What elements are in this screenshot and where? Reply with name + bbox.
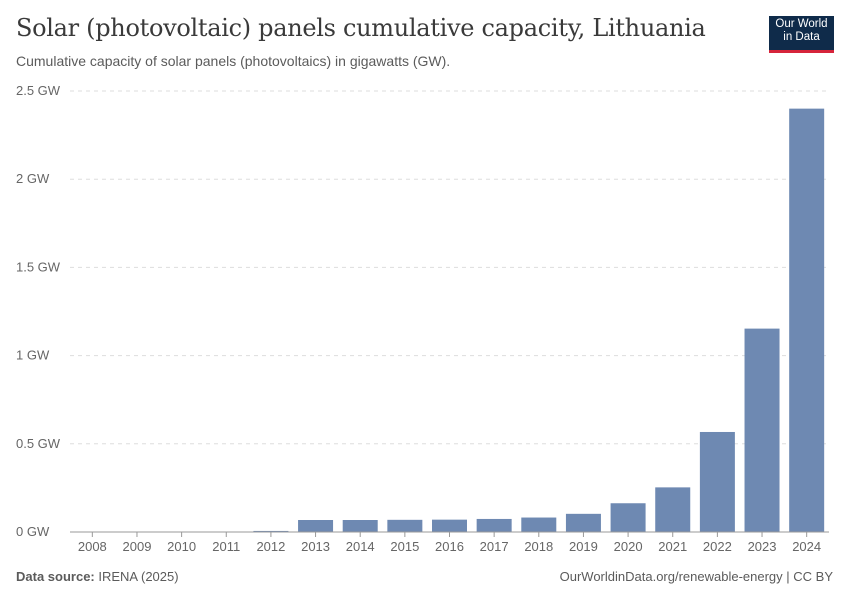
x-tick-label: 2010 (167, 539, 196, 554)
owid-logo[interactable]: Our World in Data (769, 16, 834, 53)
data-source-link[interactable]: IRENA (2025) (98, 569, 179, 584)
data-source: Data source: IRENA (2025) (16, 569, 179, 584)
x-tick-label: 2012 (256, 539, 285, 554)
bar-2015[interactable] (387, 519, 423, 532)
bar-2024[interactable] (789, 108, 825, 532)
y-tick-label: 1 GW (16, 348, 50, 363)
x-tick-label: 2018 (524, 539, 553, 554)
x-tick-label: 2013 (301, 539, 330, 554)
y-tick-label: 2 GW (16, 171, 50, 186)
bar-2014[interactable] (342, 520, 378, 532)
x-tick-label: 2016 (435, 539, 464, 554)
bar-2016[interactable] (432, 519, 467, 532)
bar-2018[interactable] (521, 517, 557, 532)
data-source-label: Data source: (16, 569, 95, 584)
y-tick-label: 0 GW (16, 524, 50, 539)
x-tick-label: 2009 (123, 539, 152, 554)
x-tick-label: 2008 (78, 539, 107, 554)
y-tick-label: 2.5 GW (16, 83, 61, 98)
x-tick-label: 2015 (390, 539, 419, 554)
x-tick-label: 2014 (346, 539, 375, 554)
bar-2022[interactable] (699, 431, 735, 532)
x-tick-label: 2022 (703, 539, 732, 554)
credit-link[interactable]: OurWorldinData.org/renewable-energy | CC… (559, 569, 833, 584)
x-tick-label: 2021 (658, 539, 687, 554)
chart-subtitle: Cumulative capacity of solar panels (pho… (16, 53, 451, 69)
x-tick-label: 2011 (212, 539, 240, 554)
chart-title: Solar (photovoltaic) panels cumulative c… (16, 14, 706, 42)
logo-line-2: in Data (783, 30, 820, 43)
bar-2012[interactable] (253, 530, 289, 532)
logo-line-1: Our World (775, 18, 828, 30)
x-tick-label: 2023 (748, 539, 777, 554)
bar-2017[interactable] (476, 518, 512, 532)
bar-2023[interactable] (744, 328, 780, 532)
bar-2020[interactable] (610, 503, 646, 532)
x-tick-label: 2019 (569, 539, 598, 554)
x-tick-label: 2017 (480, 539, 509, 554)
x-tick-label: 2020 (614, 539, 643, 554)
y-tick-label: 0.5 GW (16, 436, 61, 451)
x-tick-label: 2024 (792, 539, 821, 554)
bar-2013[interactable] (298, 520, 334, 532)
bar-2019[interactable] (565, 513, 601, 532)
bar-2021[interactable] (655, 487, 691, 532)
y-tick-label: 1.5 GW (16, 259, 61, 274)
